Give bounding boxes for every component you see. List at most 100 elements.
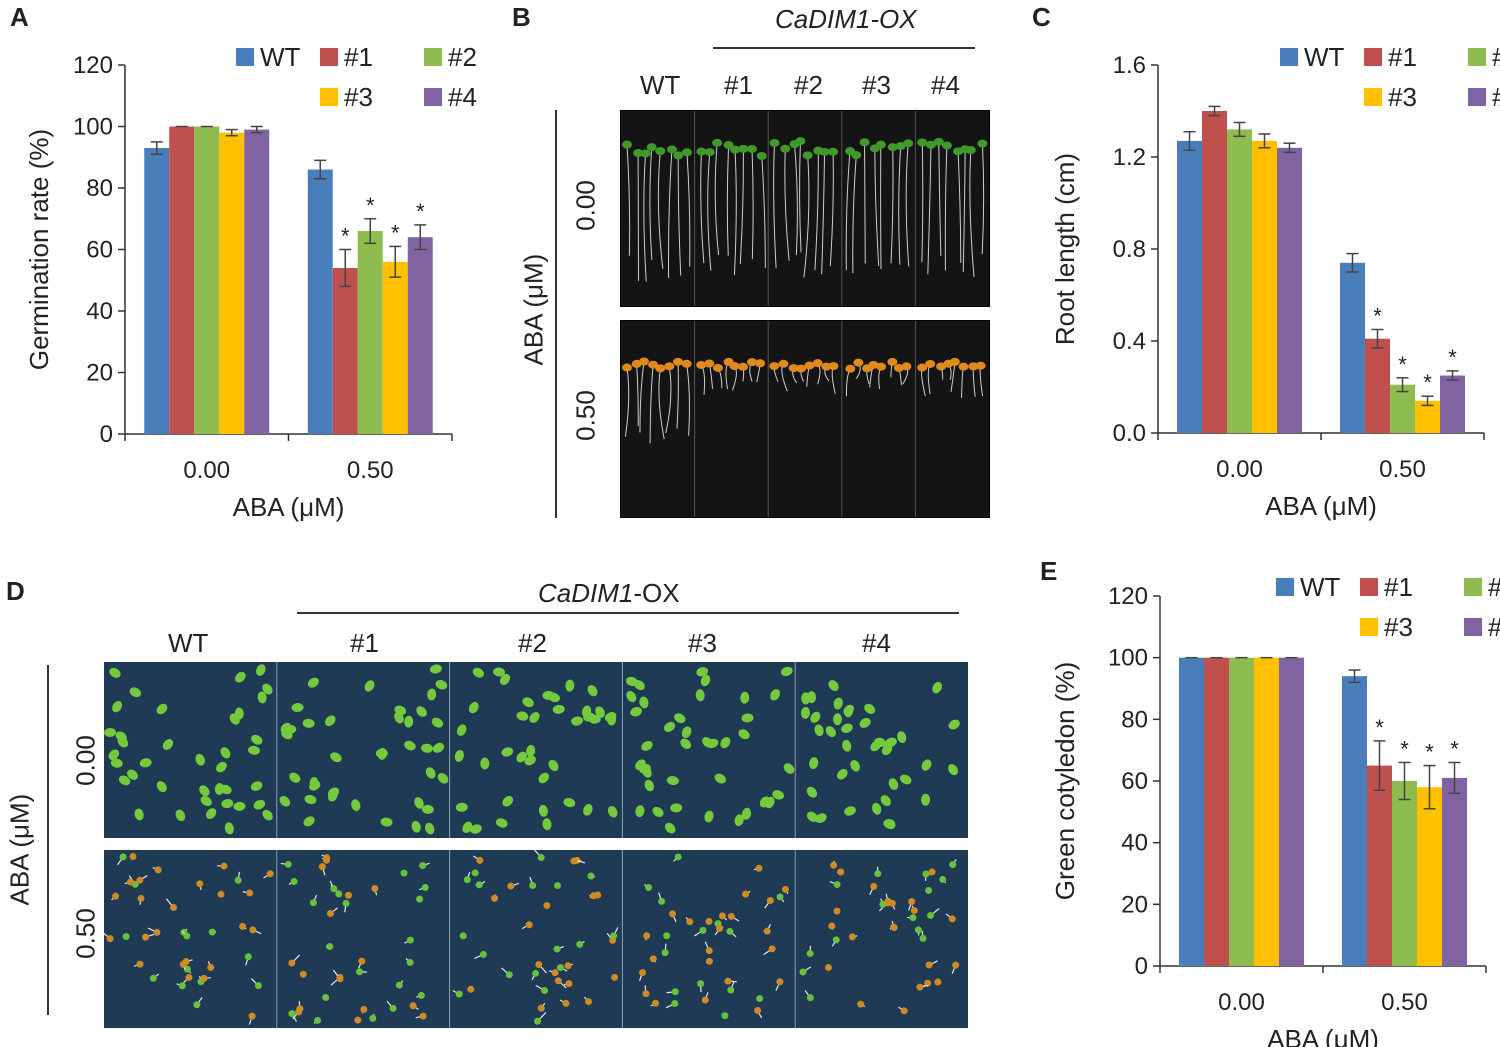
legend-swatch <box>1360 578 1378 596</box>
panel-d-col-1: #1 <box>350 628 379 658</box>
cotyledon <box>118 775 131 786</box>
seed <box>754 1007 762 1015</box>
legend-label: #4 <box>448 82 477 112</box>
cotyledon <box>235 671 246 683</box>
significance-star: * <box>1423 370 1432 395</box>
cotyledon <box>917 363 928 372</box>
root <box>714 142 720 256</box>
legend-label: #1 <box>1388 42 1417 72</box>
seed <box>284 860 292 868</box>
cotyledon <box>351 799 361 812</box>
cotyledon <box>307 677 319 688</box>
root <box>700 364 706 395</box>
panel-b-group-label: CaDIM1-OX <box>775 4 917 34</box>
bar <box>1227 129 1252 433</box>
cotyledon <box>806 811 818 822</box>
cotyledon <box>431 717 444 728</box>
seed <box>908 898 916 906</box>
seed <box>564 962 572 970</box>
seed <box>400 869 408 877</box>
seed <box>153 928 161 936</box>
panel-b-row-1: 0.50 <box>570 390 601 441</box>
seed <box>185 973 193 981</box>
seed <box>755 864 763 872</box>
seed <box>326 943 334 951</box>
cotyledon <box>501 747 514 757</box>
cotyledon <box>375 748 388 758</box>
root <box>665 366 672 434</box>
bar <box>1417 787 1442 966</box>
root <box>845 368 851 397</box>
bar <box>1390 384 1415 433</box>
cotyledon <box>646 143 657 152</box>
cotyledon <box>538 804 548 817</box>
root <box>972 366 976 397</box>
cotyledon <box>740 691 750 704</box>
seed <box>126 878 134 886</box>
cotyledon <box>583 712 596 722</box>
cotyledon <box>635 759 646 771</box>
cotyledon <box>633 679 645 691</box>
cotyledon <box>456 724 467 736</box>
seed <box>369 1014 377 1022</box>
seed <box>476 856 484 864</box>
seed <box>360 1005 368 1013</box>
root <box>626 144 631 256</box>
cotyledon <box>843 704 854 716</box>
seed <box>768 945 776 953</box>
cotyledon <box>156 703 168 715</box>
seed <box>299 970 307 978</box>
cotyledon <box>206 808 217 820</box>
cotyledon <box>303 816 315 827</box>
cotyledon <box>257 691 267 704</box>
cotyledon <box>844 806 856 816</box>
seed <box>244 953 252 961</box>
seed <box>727 986 735 994</box>
cotyledon <box>672 357 683 366</box>
seed <box>705 917 713 925</box>
root <box>921 367 926 397</box>
cotyledon <box>712 363 723 372</box>
bar <box>1342 676 1367 966</box>
cotyledon <box>175 809 186 822</box>
cotyledon <box>522 697 534 708</box>
seed <box>669 910 677 918</box>
root <box>905 143 910 267</box>
legend-swatch <box>1468 48 1486 66</box>
legend-swatch <box>1364 48 1382 66</box>
seed <box>389 1004 397 1012</box>
significance-star: * <box>1425 740 1434 765</box>
cotyledon <box>622 363 633 372</box>
cotyledon <box>552 704 565 714</box>
cotyledon <box>756 151 767 160</box>
cotyledon <box>836 768 848 780</box>
cotyledon <box>704 148 715 157</box>
seed <box>806 949 814 957</box>
cotyledon <box>958 362 969 371</box>
bar <box>1415 400 1440 433</box>
bar <box>1440 375 1465 433</box>
cotyledon <box>828 680 839 692</box>
cotyledon <box>769 362 780 371</box>
panel-b-col-2: #2 <box>794 70 823 100</box>
panel-d-col-4: #4 <box>862 628 891 658</box>
cotyledon <box>680 738 692 750</box>
root <box>657 151 664 269</box>
y-tick-label: 100 <box>73 114 113 141</box>
root <box>658 368 665 440</box>
seed <box>686 918 694 926</box>
cotyledon <box>380 817 393 827</box>
cotyledon <box>256 664 266 676</box>
seed <box>910 906 918 914</box>
seed <box>833 881 841 889</box>
cotyledon <box>394 705 407 716</box>
cotyledon <box>729 362 740 371</box>
seed <box>643 932 651 940</box>
seed <box>716 924 724 932</box>
seed <box>658 897 666 905</box>
seed <box>879 900 887 908</box>
cotyledon <box>903 139 914 148</box>
seed <box>196 880 204 888</box>
bar <box>169 126 195 434</box>
root <box>981 143 985 255</box>
